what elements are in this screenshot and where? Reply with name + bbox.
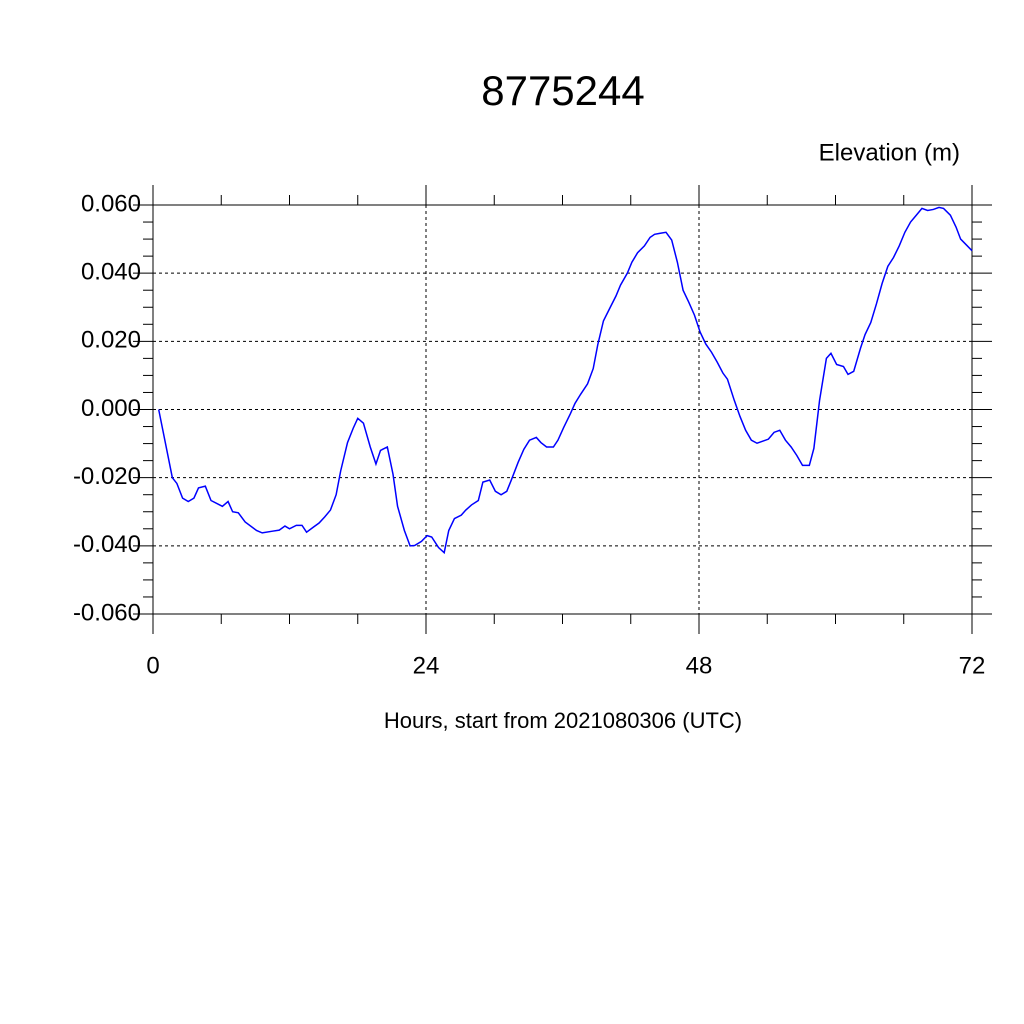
y-axis-label: Elevation (m) bbox=[819, 139, 960, 166]
x-tick-label: 0 bbox=[146, 652, 159, 679]
x-tick-label: 72 bbox=[959, 652, 986, 679]
x-tick-label: 48 bbox=[686, 652, 713, 679]
x-axis-label: Hours, start from 2021080306 (UTC) bbox=[384, 708, 742, 733]
y-tick-label: -0.040 bbox=[73, 531, 141, 558]
y-tick-label: 0.020 bbox=[81, 327, 141, 354]
y-tick-label: -0.020 bbox=[73, 463, 141, 490]
plot-frame bbox=[152, 204, 973, 615]
data-line bbox=[157, 206, 973, 555]
y-tick-label: 0.060 bbox=[81, 190, 141, 217]
x-tick-label: 24 bbox=[413, 652, 440, 679]
chart-title: 8775244 bbox=[481, 67, 645, 114]
y-tick-label: 0.000 bbox=[81, 395, 141, 422]
y-tick-label: -0.060 bbox=[73, 599, 141, 626]
y-tick-label: 0.040 bbox=[81, 259, 141, 286]
